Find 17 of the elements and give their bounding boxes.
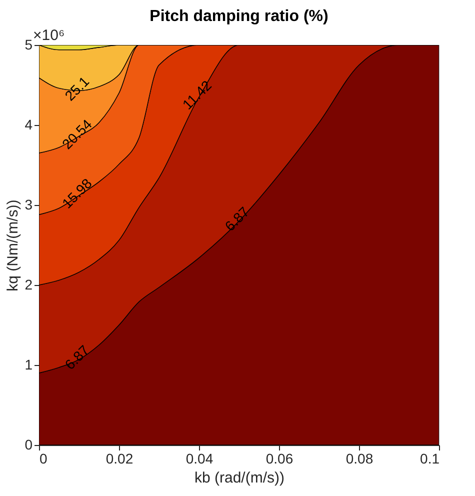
x-axis-title: kb (rad/(m/s)) (194, 470, 285, 486)
y-axis-title: kq (Nm/(m/s)) (4, 200, 22, 292)
y-tick-label: 3 (24, 196, 33, 212)
x-tick-label: 0.04 (186, 450, 214, 466)
y-tick-label: 2 (24, 276, 33, 292)
x-tick-label: 0.02 (106, 450, 134, 466)
annotation: 25.1 (62, 73, 92, 104)
x-tick-label: 0.06 (266, 450, 294, 466)
y-tick-label: 0 (24, 436, 33, 452)
x-tick-label: 0.1 (420, 450, 440, 466)
y-tick-label: 4 (24, 116, 33, 132)
y-tick-label: 1 (24, 356, 33, 372)
y-tick-label: 5 (24, 36, 33, 52)
x-tick-label: 0.08 (346, 450, 374, 466)
chart-title: Pitch damping ratio (%) (150, 8, 328, 25)
x-tick-label: 0 (40, 450, 48, 466)
text: ×10⁶ (33, 27, 65, 44)
